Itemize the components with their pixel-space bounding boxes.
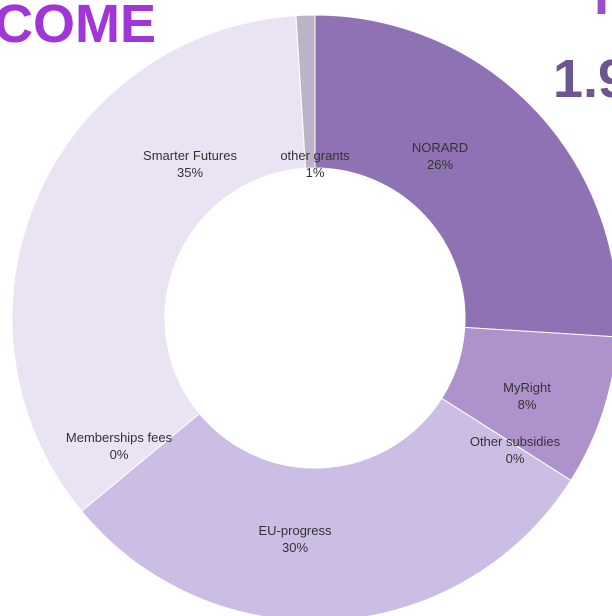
slice xyxy=(11,15,307,512)
slice-value: 8% xyxy=(518,397,537,412)
slice-label: NORARD xyxy=(412,140,468,155)
slice xyxy=(295,14,316,169)
title-fragment: 1.9 xyxy=(553,49,612,109)
title-fragment: COME xyxy=(0,0,156,54)
slice-label: MyRight xyxy=(503,380,551,395)
slice xyxy=(314,14,612,338)
donut xyxy=(11,14,612,616)
slice-label: Other subsidies xyxy=(470,434,561,449)
slice-label: Smarter Futures xyxy=(143,148,237,163)
slice-value: 0% xyxy=(506,451,525,466)
slice-label: Memberships fees xyxy=(66,430,173,445)
slice-value: 35% xyxy=(177,165,203,180)
slice-label: EU-progress xyxy=(259,523,332,538)
slice-value: 26% xyxy=(427,157,453,172)
slice-label: other grants xyxy=(280,148,350,163)
slice-value: 30% xyxy=(282,540,308,555)
labels: NORARD 26% MyRight 8% Other subsidies 0% EU-pr… xyxy=(66,140,561,555)
title-fragment: TO xyxy=(585,0,612,26)
slice-value: 1% xyxy=(306,165,325,180)
slice xyxy=(80,397,572,616)
slice-value: 0% xyxy=(110,447,129,462)
